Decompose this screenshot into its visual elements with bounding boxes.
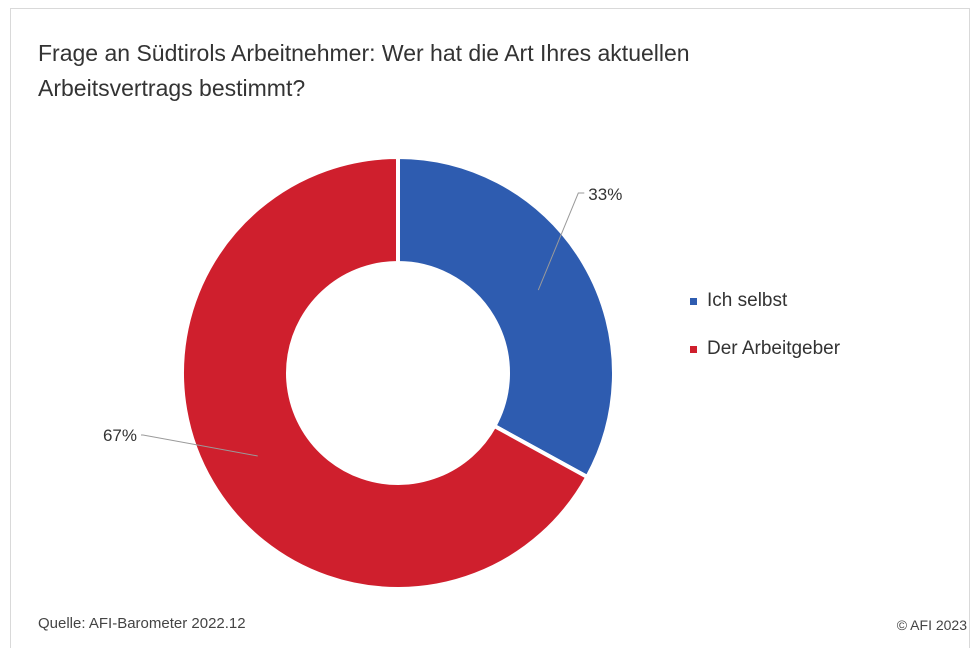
value-labels: 33% 67% [103,185,622,445]
leader-line-1 [141,434,258,457]
donut-slice-0 [396,154,616,480]
source-note: Quelle: AFI-Barometer 2022.12 [38,615,246,632]
leader-line-0 [537,192,585,291]
donut-slices [180,154,616,591]
leader-lines [141,192,585,457]
value-label-0: 33% [588,185,622,204]
legend-label-ich-selbst: Ich selbst [707,290,788,311]
legend-item-ich-selbst: Ich selbst [690,288,840,314]
legend-swatch-ich-selbst [690,297,697,305]
donut-slice-1 [180,154,591,591]
chart-title: Frage an Südtirols Arbeitnehmer: Wer hat… [38,40,690,101]
legend-label-der-arbeitgeber: Der Arbeitgeber [707,338,841,359]
legend-item-der-arbeitgeber: Der Arbeitgeber [690,336,840,362]
value-label-1: 67% [103,426,137,445]
copyright-note: © AFI 2023 [896,617,967,633]
legend: Ich selbst Der Arbeitgeber [690,288,840,384]
legend-swatch-der-arbeitgeber [690,345,697,353]
